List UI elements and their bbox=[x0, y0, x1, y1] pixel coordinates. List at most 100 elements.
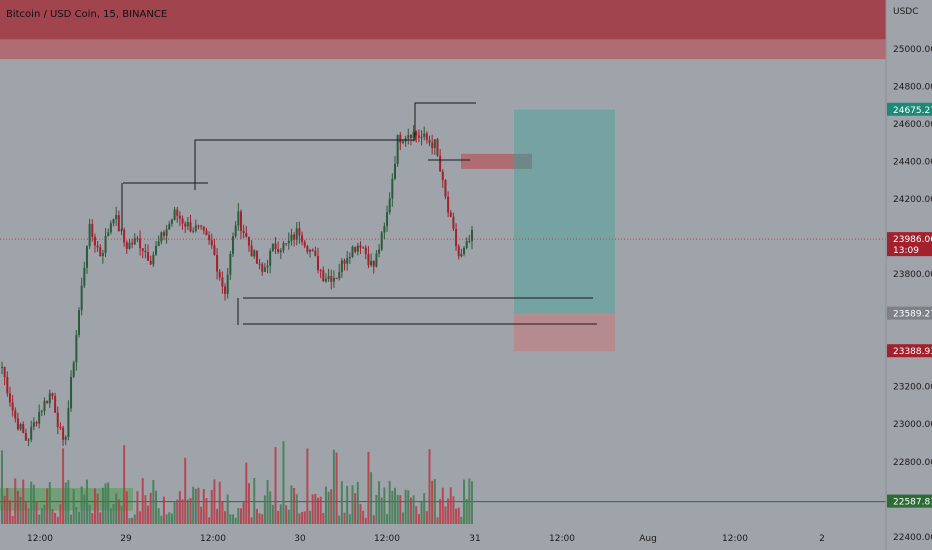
volume-bar bbox=[439, 499, 442, 524]
volume-bar bbox=[176, 499, 179, 524]
candle-body bbox=[417, 135, 420, 138]
x-tick-label: 12:00 bbox=[549, 534, 575, 544]
candle-body bbox=[468, 240, 471, 242]
candle-body bbox=[48, 393, 51, 404]
candle-body bbox=[176, 209, 179, 216]
volume-bar bbox=[125, 491, 128, 524]
volume-bar bbox=[457, 507, 460, 524]
candle-body bbox=[253, 250, 256, 257]
zones-layer bbox=[0, 0, 886, 511]
volume-bar bbox=[295, 494, 298, 524]
volume-bar bbox=[56, 516, 59, 524]
volume-bar bbox=[348, 514, 351, 524]
volume-bar bbox=[346, 485, 349, 524]
volume-bar bbox=[468, 478, 471, 524]
candle-body bbox=[367, 254, 370, 266]
x-tick-label: 12:00 bbox=[27, 534, 53, 544]
volume-bar bbox=[1, 450, 3, 524]
volume-bar bbox=[64, 482, 67, 524]
candle-body bbox=[189, 222, 192, 232]
volume-bar bbox=[433, 479, 436, 524]
y-tick-label: 22800.00 bbox=[893, 458, 932, 468]
candle-body bbox=[155, 246, 158, 255]
volume-bar bbox=[160, 515, 163, 524]
candle-body bbox=[279, 250, 282, 253]
supply-zone-lower bbox=[0, 39, 886, 60]
candle-body bbox=[160, 232, 163, 242]
volume-bar bbox=[463, 479, 466, 524]
volume-bar bbox=[141, 478, 144, 524]
candle-body bbox=[237, 211, 240, 226]
volume-bar bbox=[208, 517, 211, 524]
candle-body bbox=[412, 131, 415, 138]
candle-body bbox=[109, 223, 112, 233]
candle-body bbox=[224, 286, 227, 294]
candle-body bbox=[216, 254, 219, 272]
candle-body bbox=[101, 253, 104, 256]
candle-body bbox=[255, 250, 258, 264]
time-axis: 12:00 29 12:00 30 12:00 31 12:00 Aug 12:00 2 bbox=[27, 534, 825, 544]
candle-body bbox=[340, 260, 343, 273]
volume-bar bbox=[27, 508, 30, 524]
volume-bar bbox=[168, 512, 171, 524]
candle-body bbox=[396, 134, 399, 164]
volume-bar bbox=[234, 517, 237, 524]
candle-body bbox=[181, 218, 184, 224]
volume-bar bbox=[444, 506, 447, 524]
volume-bar bbox=[46, 488, 49, 524]
volume-bar bbox=[372, 515, 375, 524]
volume-bar bbox=[75, 506, 78, 524]
candle-body bbox=[27, 439, 30, 441]
candle-body bbox=[170, 219, 173, 224]
candle-body bbox=[75, 334, 78, 363]
volume-bar bbox=[417, 514, 420, 524]
volume-bar bbox=[62, 448, 65, 524]
volume-bar bbox=[200, 506, 203, 524]
volume-bar bbox=[72, 489, 75, 524]
candle-body bbox=[165, 229, 168, 236]
candle-body bbox=[43, 400, 46, 411]
volume-bar bbox=[59, 504, 62, 524]
volume-bar bbox=[269, 491, 272, 524]
candle-body bbox=[391, 178, 394, 199]
candle-body bbox=[112, 219, 115, 224]
candle-body bbox=[184, 223, 187, 227]
volume-bar bbox=[216, 508, 219, 524]
candle-body bbox=[24, 433, 27, 441]
volume-bar bbox=[351, 485, 354, 524]
volume-bar bbox=[471, 481, 473, 524]
annotations-layer bbox=[121, 102, 597, 325]
candle-body bbox=[157, 241, 160, 247]
candle-body bbox=[91, 223, 94, 237]
volume-bar bbox=[109, 508, 112, 524]
x-tick-label: 30 bbox=[294, 534, 306, 544]
y-tick-label: 25000.00 bbox=[893, 45, 932, 55]
volume-bar bbox=[6, 487, 9, 524]
candle-body bbox=[62, 427, 65, 440]
volume-bar bbox=[388, 480, 391, 524]
candle-body bbox=[213, 245, 216, 255]
volume-bar bbox=[128, 517, 131, 524]
candle-body bbox=[46, 400, 49, 404]
candle-body bbox=[444, 179, 447, 197]
candle-body bbox=[104, 235, 107, 254]
candle-body bbox=[364, 247, 367, 255]
candle-body bbox=[247, 236, 250, 246]
volume-bar bbox=[247, 483, 250, 524]
candle-body bbox=[401, 141, 404, 143]
volume-bar bbox=[101, 487, 104, 524]
volume-bar bbox=[186, 499, 189, 524]
candle-body bbox=[141, 248, 144, 252]
candle-body bbox=[428, 139, 431, 143]
candle-body bbox=[261, 264, 264, 272]
volume-bar bbox=[449, 487, 452, 524]
candle-body bbox=[378, 249, 381, 254]
candle-body bbox=[147, 252, 150, 261]
volume-bar bbox=[441, 487, 444, 524]
volume-bar bbox=[314, 493, 317, 524]
x-tick-label: Aug bbox=[639, 534, 657, 544]
volume-bar bbox=[271, 504, 274, 524]
volume-bar bbox=[107, 482, 110, 524]
